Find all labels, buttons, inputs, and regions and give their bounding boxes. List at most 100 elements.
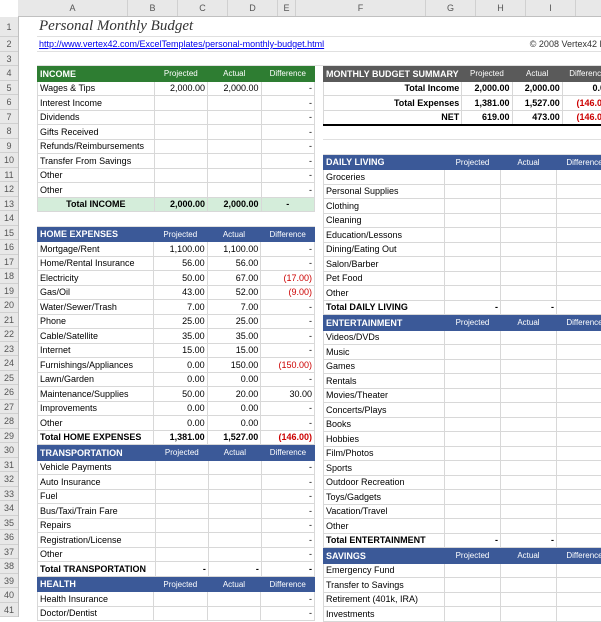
row-label[interactable]: Groceries xyxy=(324,170,445,185)
cell-difference[interactable]: - xyxy=(556,475,601,490)
row-label[interactable]: Gifts Received xyxy=(38,125,155,140)
cell-actual[interactable] xyxy=(500,592,556,607)
cell-projected[interactable] xyxy=(444,592,500,607)
cell-actual[interactable]: 2,000.00 xyxy=(208,81,261,96)
row-label[interactable]: Electricity xyxy=(38,271,154,286)
row-label[interactable]: Dividends xyxy=(38,110,155,125)
cell-difference[interactable]: - xyxy=(261,256,315,271)
row-header-9[interactable]: 9 xyxy=(0,139,18,154)
cell-projected[interactable] xyxy=(154,96,207,111)
cell-projected[interactable]: 35.00 xyxy=(153,329,207,344)
cell-difference[interactable]: 30.00 xyxy=(261,387,315,402)
row-label[interactable]: Books xyxy=(324,417,445,432)
cell-difference[interactable]: - xyxy=(556,446,601,461)
row-header-16[interactable]: 16 xyxy=(0,240,18,255)
cell-difference[interactable]: - xyxy=(556,607,601,622)
row-header-21[interactable]: 21 xyxy=(0,313,18,328)
cell-actual[interactable]: 56.00 xyxy=(207,256,261,271)
cell-difference[interactable]: - xyxy=(261,504,314,519)
row-label[interactable]: Vacation/Travel xyxy=(324,504,445,519)
cell-actual[interactable] xyxy=(500,242,556,257)
cell-difference[interactable]: - xyxy=(261,416,315,431)
cell-difference[interactable]: - xyxy=(261,518,314,533)
col-header-D[interactable]: D xyxy=(228,0,278,16)
row-header-22[interactable]: 22 xyxy=(0,327,18,342)
row-label[interactable]: Film/Photos xyxy=(324,446,445,461)
cell-actual[interactable]: 150.00 xyxy=(207,358,261,373)
cell-actual[interactable] xyxy=(500,170,556,185)
cell-difference[interactable]: - xyxy=(261,460,314,475)
cell-difference[interactable]: - xyxy=(261,81,315,96)
row-header-35[interactable]: 35 xyxy=(0,516,18,531)
cell-projected[interactable] xyxy=(155,518,208,533)
col-header-A[interactable]: A xyxy=(18,0,128,16)
row-header-36[interactable]: 36 xyxy=(0,530,18,545)
row-label[interactable]: Interest Income xyxy=(38,96,155,111)
row-header-6[interactable]: 6 xyxy=(0,95,18,110)
cell-actual[interactable] xyxy=(500,607,556,622)
cell-difference[interactable]: - xyxy=(556,403,601,418)
cell-projected[interactable] xyxy=(444,345,500,360)
cell-difference[interactable]: - xyxy=(556,271,601,286)
cell-projected[interactable] xyxy=(444,578,500,593)
cell-actual[interactable] xyxy=(208,547,261,562)
cell-difference[interactable]: - xyxy=(556,374,601,389)
cell-actual[interactable] xyxy=(500,359,556,374)
row-header-11[interactable]: 11 xyxy=(0,168,18,183)
cell-projected[interactable]: 0.00 xyxy=(153,401,207,416)
row-label[interactable]: Clothing xyxy=(324,199,445,214)
cell-projected[interactable] xyxy=(444,461,500,476)
cell-projected[interactable]: 50.00 xyxy=(153,271,207,286)
row-label[interactable]: Auto Insurance xyxy=(38,475,156,490)
cell-actual[interactable] xyxy=(500,446,556,461)
cell-difference[interactable]: - xyxy=(261,154,315,169)
row-header-14[interactable]: 14 xyxy=(0,211,18,226)
cell-actual[interactable]: 0.00 xyxy=(207,416,261,431)
cell-projected[interactable] xyxy=(444,184,500,199)
cell-projected[interactable] xyxy=(444,417,500,432)
cell-projected[interactable] xyxy=(154,168,207,183)
row-label[interactable]: Toys/Gadgets xyxy=(324,490,445,505)
row-label[interactable]: Rentals xyxy=(324,374,445,389)
col-header-G[interactable]: G xyxy=(426,0,476,16)
cell-actual[interactable] xyxy=(500,403,556,418)
cell-actual[interactable] xyxy=(500,388,556,403)
cell-projected[interactable] xyxy=(444,286,500,301)
cell-actual[interactable]: 20.00 xyxy=(207,387,261,402)
cell-projected[interactable] xyxy=(155,460,208,475)
cell-actual[interactable] xyxy=(500,271,556,286)
cell-actual[interactable] xyxy=(208,475,261,490)
row-header-18[interactable]: 18 xyxy=(0,269,18,284)
col-header-I[interactable]: I xyxy=(526,0,576,16)
row-header-23[interactable]: 23 xyxy=(0,342,18,357)
row-label[interactable]: Wages & Tips xyxy=(38,81,155,96)
col-header-F[interactable]: F xyxy=(296,0,426,16)
cell-actual[interactable]: 1,100.00 xyxy=(207,242,261,257)
cell-projected[interactable] xyxy=(444,446,500,461)
cell-actual[interactable] xyxy=(208,110,261,125)
cell-difference[interactable]: - xyxy=(556,228,601,243)
cell-actual[interactable]: 7.00 xyxy=(207,300,261,315)
cell-projected[interactable]: 0.00 xyxy=(153,372,207,387)
cell-difference[interactable]: - xyxy=(556,504,601,519)
cell-actual[interactable] xyxy=(208,504,261,519)
row-header-3[interactable]: 3 xyxy=(0,52,18,67)
cell-actual[interactable] xyxy=(500,432,556,447)
cell-difference[interactable]: - xyxy=(261,139,315,154)
cell-difference[interactable]: - xyxy=(556,432,601,447)
cell-projected[interactable]: 1,100.00 xyxy=(153,242,207,257)
row-label[interactable]: Personal Supplies xyxy=(324,184,445,199)
cell-difference[interactable]: - xyxy=(261,183,315,198)
row-label[interactable]: Other xyxy=(38,168,155,183)
row-header-30[interactable]: 30 xyxy=(0,443,18,458)
row-label[interactable]: Doctor/Dentist xyxy=(38,606,154,621)
cell-actual[interactable] xyxy=(500,345,556,360)
row-header-4[interactable]: 4 xyxy=(0,66,18,81)
cell-actual[interactable] xyxy=(500,330,556,345)
cell-projected[interactable] xyxy=(444,359,500,374)
cell-difference[interactable]: (9.00) xyxy=(261,285,315,300)
cell-projected[interactable] xyxy=(444,170,500,185)
cell-actual[interactable] xyxy=(500,578,556,593)
cell-difference[interactable]: - xyxy=(556,417,601,432)
cell-projected[interactable] xyxy=(155,533,208,548)
